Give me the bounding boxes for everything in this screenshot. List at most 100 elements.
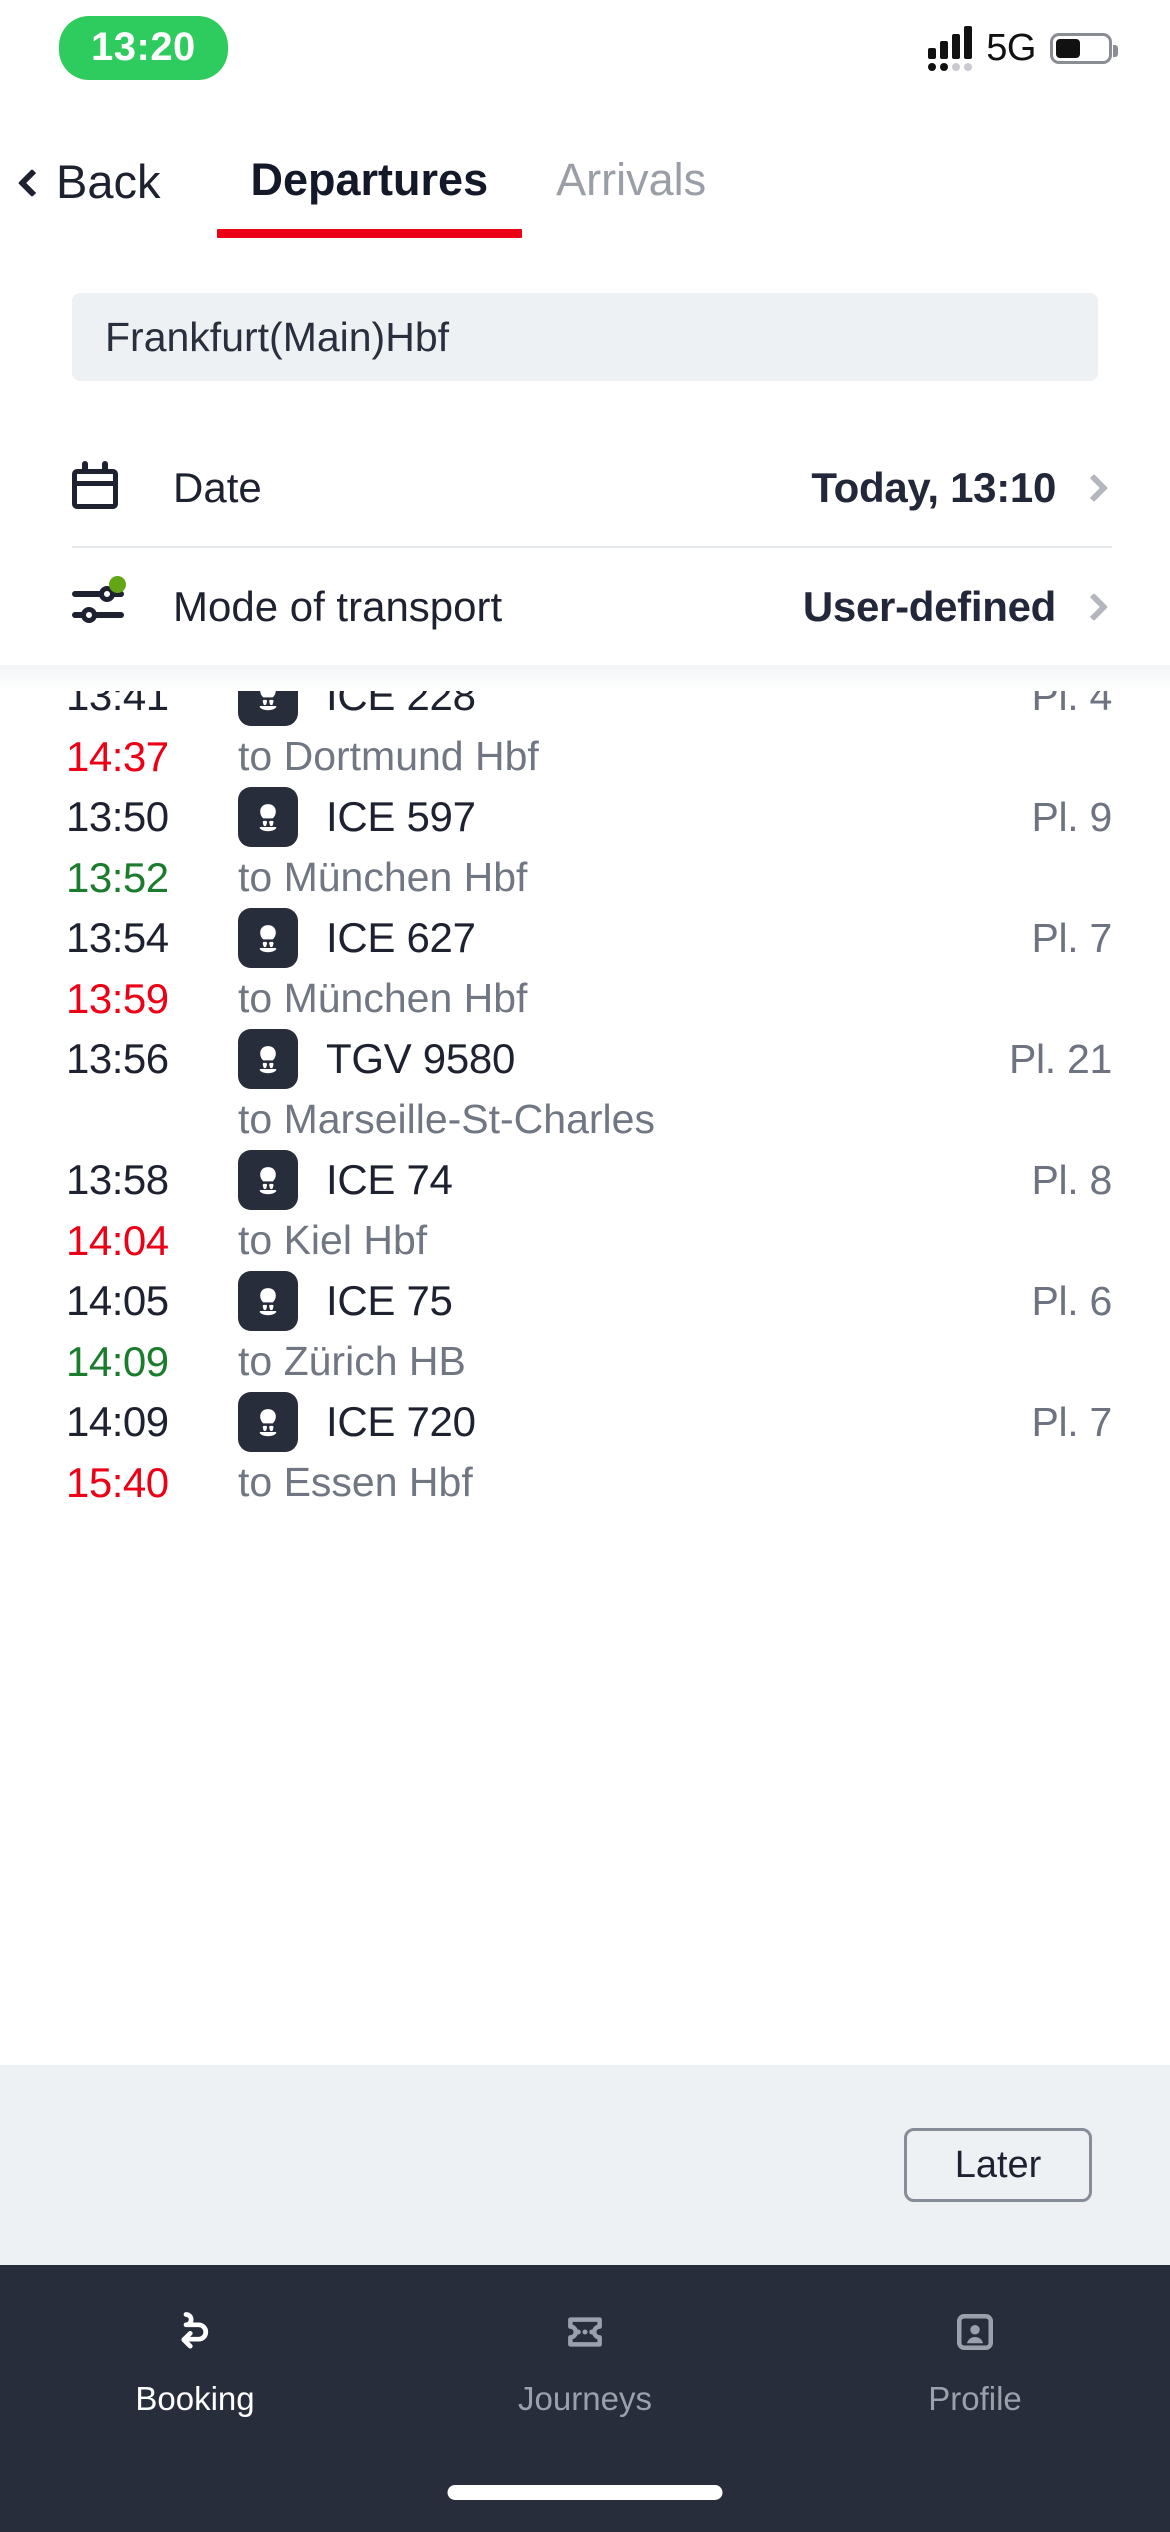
actual-time: 14:37 <box>66 732 169 780</box>
destination-label: to Essen Hbf <box>238 1459 473 1505</box>
train-line-name: ICE 74 <box>326 1156 453 1203</box>
train-icon <box>238 1029 298 1089</box>
actual-time: 15:40 <box>66 1458 169 1506</box>
planned-time: 14:05 <box>66 1277 169 1324</box>
departure-row-primary: 13:56 TGV 9580 Pl. 21 <box>66 1028 1112 1090</box>
departure-row[interactable]: 13:54 ICE 627 Pl. 7 13:59 to München Hbf <box>0 907 1170 1028</box>
planned-time: 13:41 <box>66 672 169 719</box>
platform-label: Pl. 8 <box>1031 1156 1112 1203</box>
tab-profile-label: Profile <box>928 2380 1022 2417</box>
departure-row-secondary: 14:09 to Zürich HB <box>66 1332 1112 1391</box>
planned-time: 14:09 <box>66 1398 169 1445</box>
mode-of-transport-row[interactable]: Mode of transport User-defined <box>72 548 1112 666</box>
departure-row[interactable]: 14:09 ICE 720 Pl. 7 15:40 to Essen Hbf <box>0 1391 1170 1512</box>
tab-journeys[interactable]: Journeys <box>390 2305 780 2418</box>
destination-label: to München Hbf <box>238 854 528 900</box>
tab-booking[interactable]: Booking <box>0 2305 390 2418</box>
platform-label: Pl. 21 <box>1008 1035 1112 1082</box>
destination-label: to Zürich HB <box>238 1338 466 1384</box>
actual-time: 14:09 <box>66 1337 169 1385</box>
tab-profile[interactable]: Profile <box>780 2305 1170 2418</box>
later-bar: Later <box>0 2065 1170 2265</box>
navigation-bar: Back Departures Arrivals <box>0 150 1170 260</box>
departure-row[interactable]: 13:58 ICE 74 Pl. 8 14:04 to Kiel Hbf <box>0 1149 1170 1270</box>
departure-row-secondary: 13:52 to München Hbf <box>66 848 1112 907</box>
train-line-name: TGV 9580 <box>326 1035 516 1082</box>
train-line-name: ICE 75 <box>326 1277 453 1324</box>
planned-time: 13:54 <box>66 914 169 961</box>
train-icon <box>238 908 298 968</box>
status-bar: 13:20 5G <box>0 0 1170 96</box>
departures-list[interactable]: 13:41 ICE 228 Pl. 4 14:37 to Dortmund Hbf 13:… <box>0 665 1170 2065</box>
destination-label: to Marseille-St-Charles <box>238 1096 655 1142</box>
actual-time: 14:04 <box>66 1216 169 1264</box>
train-line-name: ICE 228 <box>326 672 476 719</box>
departure-row[interactable]: 13:50 ICE 597 Pl. 9 13:52 to München Hbf <box>0 786 1170 907</box>
platform-label: Pl. 4 <box>1031 672 1112 719</box>
mode-row-value: User-defined <box>802 583 1056 630</box>
departure-row-secondary: 13:59 to München Hbf <box>66 969 1112 1028</box>
destination-label: to Kiel Hbf <box>238 1217 428 1263</box>
departure-row-secondary: 14:04 to Kiel Hbf <box>66 1211 1112 1270</box>
tab-booking-label: Booking <box>135 2380 255 2417</box>
sliders-icon <box>72 576 130 636</box>
train-line-name: ICE 627 <box>326 914 476 961</box>
actual-time: 13:59 <box>66 974 169 1022</box>
train-line-name: ICE 597 <box>326 793 476 840</box>
tab-departures[interactable]: Departures <box>216 150 523 238</box>
platform-label: Pl. 9 <box>1031 793 1112 840</box>
back-button[interactable]: Back <box>17 150 161 209</box>
date-row[interactable]: Date Today, 13:10 <box>72 430 1112 548</box>
platform-label: Pl. 7 <box>1031 1398 1112 1445</box>
chevron-right-icon <box>1079 473 1109 503</box>
date-row-label: Date <box>173 464 262 511</box>
planned-time: 13:58 <box>66 1156 169 1203</box>
train-icon <box>238 1392 298 1452</box>
departure-row-secondary: 14:37 to Dortmund Hbf <box>66 727 1112 786</box>
segmented-control: Departures Arrivals <box>216 150 741 238</box>
departure-row-primary: 13:41 ICE 228 Pl. 4 <box>66 665 1112 727</box>
actual-time: 13:52 <box>66 853 169 901</box>
tab-journeys-label: Journeys <box>518 2380 652 2417</box>
battery-icon <box>1050 32 1118 64</box>
chevron-right-icon <box>1079 592 1109 622</box>
departure-row[interactable]: 14:05 ICE 75 Pl. 6 14:09 to Zürich HB <box>0 1270 1170 1391</box>
date-row-value: Today, 13:10 <box>811 464 1056 511</box>
platform-label: Pl. 6 <box>1031 1277 1112 1324</box>
departure-row[interactable]: 13:41 ICE 228 Pl. 4 14:37 to Dortmund Hbf <box>0 665 1170 786</box>
calendar-icon <box>72 459 130 517</box>
cellular-signal-icon <box>928 25 973 71</box>
destination-label: to Dortmund Hbf <box>238 733 539 779</box>
station-input[interactable]: Frankfurt(Main)Hbf <box>72 293 1098 381</box>
mode-row-label: Mode of transport <box>173 583 503 630</box>
train-icon <box>238 1271 298 1331</box>
chevron-left-icon <box>17 168 47 197</box>
home-indicator <box>447 2485 723 2500</box>
id-card-icon <box>948 2305 1002 2364</box>
route-arrow-icon <box>168 2305 222 2364</box>
network-type-label: 5G <box>986 26 1036 69</box>
departure-row-primary: 13:58 ICE 74 Pl. 8 <box>66 1149 1112 1211</box>
status-bar-indicators: 5G <box>928 25 1118 71</box>
tab-arrivals[interactable]: Arrivals <box>556 154 707 205</box>
departure-row-primary: 13:54 ICE 627 Pl. 7 <box>66 907 1112 969</box>
back-button-label: Back <box>56 155 161 208</box>
departure-row-primary: 14:09 ICE 720 Pl. 7 <box>66 1391 1112 1453</box>
destination-label: to München Hbf <box>238 975 528 1021</box>
departure-row-secondary: to Marseille-St-Charles <box>66 1090 1112 1149</box>
departure-row[interactable]: 13:56 TGV 9580 Pl. 21 to Marseille-St-Charl… <box>0 1028 1170 1149</box>
ticket-icon <box>558 2305 612 2364</box>
platform-label: Pl. 7 <box>1031 914 1112 961</box>
train-line-name: ICE 720 <box>326 1398 476 1445</box>
planned-time: 13:50 <box>66 793 169 840</box>
planned-time: 13:56 <box>66 1035 169 1082</box>
train-icon <box>238 1150 298 1210</box>
train-icon <box>238 787 298 847</box>
later-button[interactable]: Later <box>904 2128 1092 2202</box>
filter-active-badge <box>109 576 126 593</box>
departure-row-primary: 14:05 ICE 75 Pl. 6 <box>66 1270 1112 1332</box>
train-icon <box>238 666 298 726</box>
departure-row-secondary: 15:40 to Essen Hbf <box>66 1453 1112 1512</box>
bottom-tab-bar: Booking Journeys Profile <box>0 2265 1170 2532</box>
